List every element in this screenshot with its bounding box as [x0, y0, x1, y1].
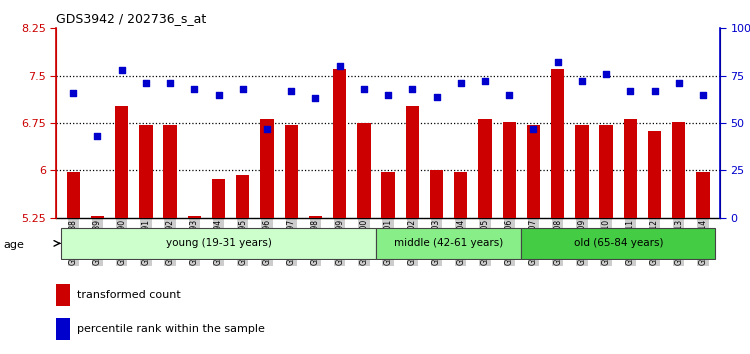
Text: age: age — [4, 240, 25, 250]
Point — [382, 92, 394, 97]
Text: middle (42-61 years): middle (42-61 years) — [394, 238, 503, 249]
Text: GDS3942 / 202736_s_at: GDS3942 / 202736_s_at — [56, 12, 206, 25]
Bar — [164, 125, 177, 218]
Bar — [309, 216, 322, 218]
Text: young (19-31 years): young (19-31 years) — [166, 238, 272, 249]
Bar — [382, 172, 394, 218]
Point — [310, 96, 322, 101]
FancyBboxPatch shape — [376, 228, 521, 259]
Bar — [357, 123, 370, 218]
Bar — [188, 216, 201, 218]
Text: percentile rank within the sample: percentile rank within the sample — [77, 324, 265, 334]
Point — [92, 133, 104, 139]
Point — [454, 80, 466, 86]
Bar — [56, 318, 70, 340]
Point — [430, 94, 442, 99]
Point — [164, 80, 176, 86]
Bar — [454, 172, 467, 218]
Bar — [67, 172, 80, 218]
FancyBboxPatch shape — [521, 228, 716, 259]
Point — [552, 59, 564, 65]
Point — [116, 67, 128, 73]
Point — [697, 92, 709, 97]
Point — [237, 86, 249, 92]
Text: old (65-84 years): old (65-84 years) — [574, 238, 663, 249]
Bar — [672, 122, 686, 218]
Bar — [333, 69, 346, 218]
Point — [212, 92, 224, 97]
Bar — [478, 119, 492, 218]
Bar — [260, 119, 274, 218]
Point — [261, 126, 273, 132]
Point — [358, 86, 370, 92]
Point — [576, 79, 588, 84]
Point — [527, 126, 539, 132]
Bar — [430, 170, 443, 218]
Point — [68, 90, 80, 96]
Bar — [56, 284, 70, 306]
Bar — [406, 106, 419, 218]
Bar — [551, 69, 564, 218]
Bar — [624, 119, 637, 218]
Bar — [91, 216, 104, 218]
Bar — [648, 131, 662, 218]
Point — [140, 80, 152, 86]
Point — [600, 71, 612, 76]
Bar — [575, 125, 589, 218]
Point — [673, 80, 685, 86]
Point — [406, 86, 418, 92]
FancyBboxPatch shape — [61, 228, 376, 259]
Bar — [140, 125, 152, 218]
Point — [334, 63, 346, 69]
Point — [503, 92, 515, 97]
Point — [285, 88, 297, 94]
Point — [479, 79, 491, 84]
Point — [649, 88, 661, 94]
Text: transformed count: transformed count — [77, 290, 181, 300]
Bar — [284, 125, 298, 218]
Point — [624, 88, 636, 94]
Bar — [503, 122, 516, 218]
Bar — [212, 178, 225, 218]
Bar — [599, 125, 613, 218]
Bar — [697, 172, 709, 218]
Bar — [236, 176, 250, 218]
Bar — [115, 106, 128, 218]
Point — [188, 86, 200, 92]
Bar — [526, 125, 540, 218]
